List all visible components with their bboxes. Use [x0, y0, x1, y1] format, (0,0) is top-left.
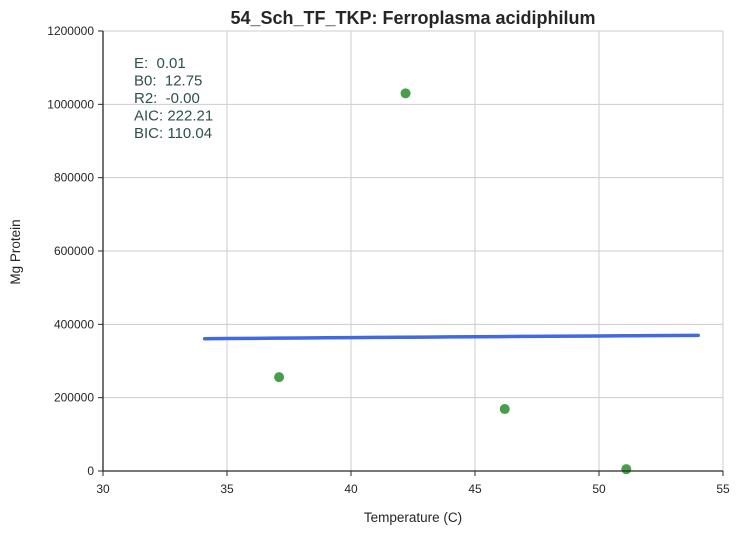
x-axis-label: Temperature (C)	[364, 510, 462, 525]
fit-line-group	[202, 333, 700, 341]
x-tick-labels: 30 35 40 45 50 55	[96, 482, 730, 496]
chart-title: 54_Sch_TF_TKP: Ferroplasma acidiphilum	[230, 8, 595, 28]
x-tick-label: 35	[220, 482, 234, 496]
y-tick-label: 0	[87, 464, 94, 478]
fit-statistic-line: E: 0.01	[134, 55, 186, 72]
data-point	[274, 372, 285, 383]
y-tick-label: 400000	[54, 317, 94, 331]
y-tick-label: 600000	[54, 244, 94, 258]
y-tick-label: 1200000	[47, 24, 94, 38]
fit-statistic-line: B0: 12.75	[134, 73, 202, 90]
x-tick-label: 50	[592, 482, 606, 496]
fit-statistic-line: AIC: 222.21	[134, 108, 213, 125]
data-point	[621, 464, 632, 475]
x-tick-label: 30	[96, 482, 110, 496]
x-tick-label: 40	[344, 482, 358, 496]
axes	[98, 30, 724, 476]
x-tick-label: 45	[468, 482, 482, 496]
x-tick-label: 55	[716, 482, 730, 496]
y-axis-label: Mg Protein	[8, 219, 23, 284]
fit-statistic-line: R2: -0.00	[134, 90, 200, 107]
grid-lines	[103, 30, 724, 471]
y-tick-label: 200000	[54, 391, 94, 405]
fit-statistic-line: BIC: 110.04	[134, 125, 212, 142]
y-tick-label: 1000000	[47, 97, 94, 111]
fit-line	[202, 333, 700, 341]
data-points	[274, 88, 632, 475]
y-tick-label: 800000	[54, 171, 94, 185]
y-tick-labels: 0 200000 400000 600000 800000 1000000 1200000	[47, 24, 94, 478]
data-point	[400, 88, 411, 99]
data-point	[499, 404, 510, 415]
